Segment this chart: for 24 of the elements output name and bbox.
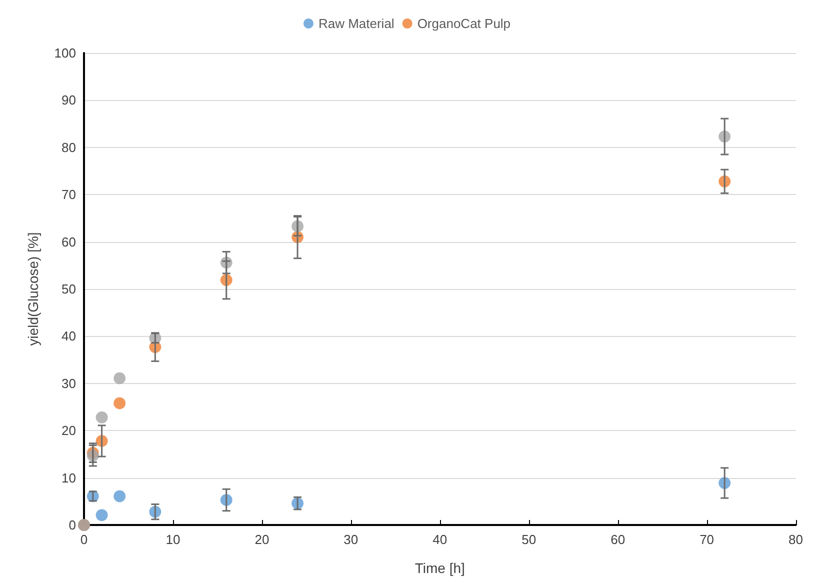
y-tick-label: 60: [62, 234, 76, 250]
y-tick-label: 80: [62, 140, 76, 155]
x-tick-label: 20: [254, 532, 270, 547]
legend-label: OrganoCat Pulp: [417, 16, 511, 31]
x-tick-label: 0: [80, 532, 88, 547]
x-tick-label: 10: [166, 532, 180, 547]
x-tick-label: 50: [522, 532, 536, 547]
y-tick-label: 30: [62, 376, 76, 391]
y-tick-label: 50: [62, 282, 76, 296]
y-tick-label: 70: [62, 187, 76, 202]
y-tick-label: 90: [62, 92, 76, 108]
x-tick-label: 70: [700, 532, 714, 547]
x-axis-title: Time [h]: [414, 560, 465, 576]
y-tick-label: 20: [62, 423, 76, 438]
x-tick-label: 60: [610, 532, 626, 547]
y-axis-title: yield(Glucose) [%]: [25, 232, 41, 346]
y-tick-label: 40: [62, 328, 76, 344]
y-tick-label: 10: [62, 470, 76, 486]
y-tick-label: 100: [54, 46, 76, 60]
legend-label: Raw Material: [318, 16, 394, 31]
y-tick-label: 0: [68, 518, 76, 532]
x-tick-label: 80: [788, 532, 804, 547]
x-tick-label: 40: [432, 532, 448, 547]
x-tick-label: 30: [344, 532, 358, 547]
